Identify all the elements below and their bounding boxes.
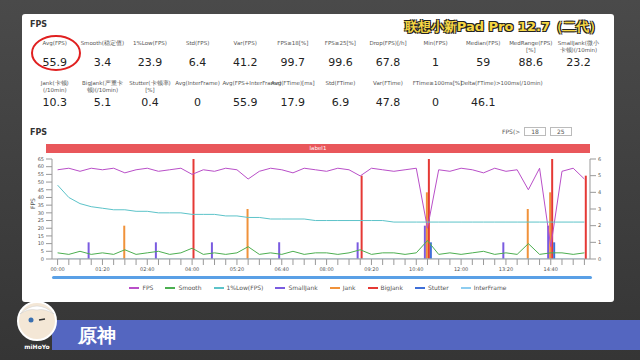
svg-text:00:00: 00:00 (50, 266, 64, 272)
html-text:Var(FPS): Var(FPS) (233, 40, 257, 46)
svg-text:25: 25 (38, 217, 44, 223)
html-text:miHoYo: miHoYo (24, 343, 50, 350)
svg-text:0: 0 (598, 256, 601, 262)
html-text:1%Low(FPS): 1%Low(FPS) (226, 284, 264, 291)
html-text:18: 18 (531, 128, 539, 135)
svg-text:5: 5 (41, 248, 44, 254)
svg-text:05:20: 05:20 (230, 266, 244, 272)
html-text:Stutter: Stutter (427, 284, 449, 291)
html-text:99.7: 99.7 (280, 56, 305, 69)
html-text:88.6: 88.6 (518, 56, 543, 69)
html-text:label1: label1 (309, 145, 327, 151)
svg-text:3: 3 (598, 206, 601, 212)
svg-text:0: 0 (41, 256, 44, 262)
html-text:InterFrame: InterFrame (473, 284, 507, 291)
html-text:FPS(>: FPS(> (502, 128, 521, 135)
html-text:FPS≥25[%]: FPS≥25[%] (324, 40, 356, 46)
html-text:23.9: 23.9 (137, 56, 163, 69)
svg-text:5: 5 (598, 172, 601, 178)
svg-text:13:20: 13:20 (499, 266, 513, 272)
html-text:41.2: 41.2 (232, 56, 258, 69)
html-text:6.9: 6.9 (331, 96, 350, 109)
html-text:FPS: FPS (30, 20, 48, 29)
html-text:Avg(FTime)[ms]: Avg(FTime)[ms] (271, 80, 315, 86)
html-text:Smooth(稳定值): Smooth(稳定值) (80, 40, 125, 46)
svg-text:50: 50 (38, 179, 44, 185)
svg-text:65: 65 (38, 156, 44, 162)
html-text:17.9: 17.9 (280, 96, 305, 109)
html-text:55.9: 55.9 (232, 96, 258, 109)
svg-text:1: 1 (598, 239, 601, 245)
svg-text:10: 10 (38, 240, 44, 246)
html-text:67.8: 67.8 (375, 56, 401, 69)
svg-text:55: 55 (38, 171, 44, 177)
svg-text:45: 45 (38, 187, 44, 193)
html-text:55.9: 55.9 (42, 56, 67, 69)
svg-text:09:20: 09:20 (364, 266, 378, 272)
html-text:MedRange(FPS)[%]: MedRange(FPS)[%] (509, 40, 553, 53)
html-text:原神: 原神 (78, 324, 116, 346)
html-text:23.2: 23.2 (566, 56, 591, 69)
html-text:联想小新Pad Pro 12.7（二代）: 联想小新Pad Pro 12.7（二代） (404, 19, 602, 34)
svg-text:14:40: 14:40 (544, 266, 558, 272)
svg-text:6: 6 (598, 156, 601, 162)
svg-text:02:40: 02:40 (140, 266, 154, 272)
html-text:Avg(FPS): Avg(FPS) (42, 40, 67, 46)
html-text:SmallJank(微小卡顿)(/10min): SmallJank(微小卡顿)(/10min) (557, 40, 599, 53)
html-text:FTime≥100ms[%]: FTime≥100ms[%] (412, 80, 463, 86)
html-text:Var(FTime): Var(FTime) (373, 80, 403, 86)
svg-text:04:00: 04:00 (185, 266, 199, 272)
html-text:Jank: Jank (342, 284, 356, 291)
html-text:Avg(FPS+InterFrame): Avg(FPS+InterFrame) (222, 80, 282, 86)
html-text:0.4: 0.4 (141, 96, 159, 109)
html-text:1%Low(FPS): 1%Low(FPS) (133, 40, 167, 46)
html-text:0: 0 (194, 96, 202, 109)
html-text:FPS: FPS (142, 284, 154, 291)
html-text:59: 59 (476, 56, 491, 69)
html-text:Delta(FTime)>100ms(/10min): Delta(FTime)>100ms(/10min) (460, 80, 543, 86)
svg-text:30: 30 (38, 210, 44, 216)
html-text:99.6: 99.6 (328, 56, 353, 69)
html-text:Drop(FPS)[/h]: Drop(FPS)[/h] (369, 40, 407, 46)
html-text:FPS: FPS (30, 128, 48, 137)
html-text:46.1: 46.1 (470, 96, 496, 109)
svg-text:60: 60 (38, 163, 44, 169)
svg-text:20: 20 (38, 225, 44, 231)
html-text:Jank(卡顿)(/10min): Jank(卡顿)(/10min) (40, 80, 69, 93)
html-text:Median(FPS): Median(FPS) (466, 40, 501, 46)
html-text:Std(FTime): Std(FTime) (325, 80, 356, 86)
html-text:5.1: 5.1 (93, 96, 112, 109)
svg-text:12:00: 12:00 (454, 266, 468, 272)
svg-text:40: 40 (38, 194, 44, 200)
svg-text:08:00: 08:00 (319, 266, 333, 272)
svg-text:35: 35 (38, 202, 44, 208)
svg-text:FPS: FPS (29, 198, 36, 209)
html-text:BigJank(严重卡顿)(/10min): BigJank(严重卡顿)(/10min) (82, 80, 123, 93)
svg-text:06:40: 06:40 (275, 266, 289, 272)
svg-text:4: 4 (598, 189, 601, 195)
html-text:3.4: 3.4 (93, 56, 112, 69)
html-text:47.8: 47.8 (375, 96, 401, 109)
svg-text:15: 15 (38, 233, 44, 239)
html-text:Std(FPS): Std(FPS) (185, 40, 210, 46)
html-text:1: 1 (432, 56, 440, 69)
html-text:BigJank: BigJank (380, 284, 403, 291)
html-text:Smooth: Smooth (178, 284, 202, 291)
svg-text:2: 2 (598, 222, 601, 228)
html-text:25: 25 (556, 128, 565, 135)
html-text:Min(FPS): Min(FPS) (423, 40, 448, 46)
html-text:Stutter(卡顿率)[%]: Stutter(卡顿率)[%] (129, 80, 171, 93)
html-text:10.3: 10.3 (42, 96, 67, 109)
html-text:6.4: 6.4 (188, 56, 207, 69)
svg-text:10:40: 10:40 (409, 266, 423, 272)
html-text:0: 0 (432, 96, 440, 109)
html-text:SmallJank: SmallJank (288, 284, 318, 291)
svg-text:01:20: 01:20 (95, 266, 109, 272)
html-text:Avg(InterFrame): Avg(InterFrame) (175, 80, 220, 86)
html-text:FPS≥18[%]: FPS≥18[%] (277, 40, 309, 46)
